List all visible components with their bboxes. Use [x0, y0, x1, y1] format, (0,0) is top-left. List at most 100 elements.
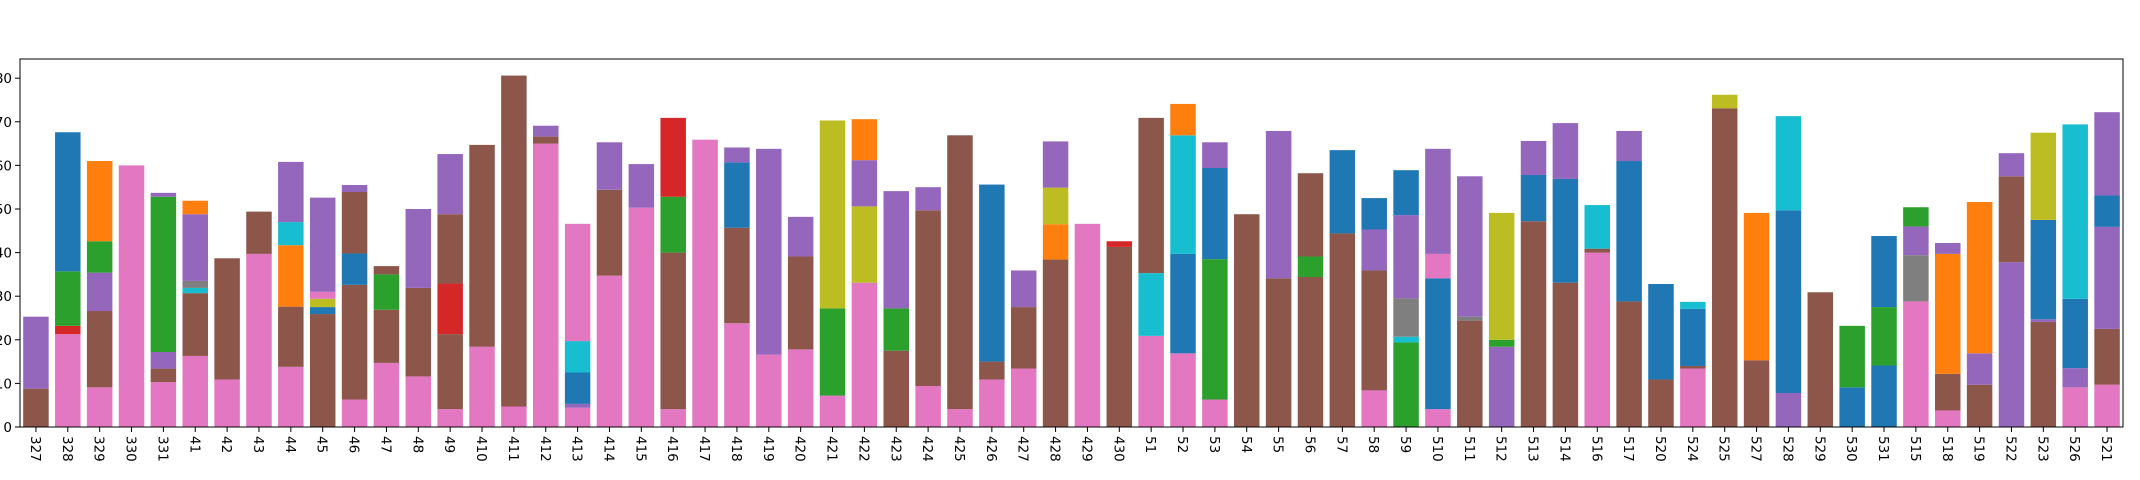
bar-segment: [1138, 117, 1164, 274]
bar-segment: [309, 298, 336, 308]
y-tick-label: 50: [0, 202, 12, 218]
bar-segment: [2094, 195, 2120, 227]
bar-segment: [1711, 108, 1738, 427]
bar-segment: [1903, 255, 1929, 302]
bar-segment: [341, 284, 368, 400]
bar-segment: [915, 386, 941, 427]
bar-segment: [660, 196, 686, 253]
bar-segment: [1393, 215, 1419, 299]
x-tick-label: 429: [1078, 436, 1094, 462]
x-tick-label: 46: [346, 436, 362, 453]
x-tick-label: 55: [1270, 436, 1286, 453]
bar-segment: [341, 191, 368, 254]
bar-segment: [214, 258, 240, 380]
bar-segment: [1871, 236, 1897, 308]
bar-segment: [86, 387, 113, 427]
bar-segment: [341, 399, 368, 427]
x-tick-label: 411: [505, 436, 521, 462]
x-tick-label: 330: [123, 436, 139, 462]
bar-segment: [1425, 409, 1451, 427]
x-tick-label: 329: [91, 436, 107, 462]
bar-segment: [1297, 277, 1324, 427]
bar-segment: [1775, 116, 1802, 211]
y-tick-label: 70: [0, 115, 12, 131]
x-tick-label: 49: [441, 436, 457, 453]
bar-segment: [1170, 253, 1196, 354]
bar-segment: [1329, 233, 1356, 427]
bar-segment: [1425, 278, 1451, 410]
bar-segment: [214, 379, 240, 427]
x-tick-label: 521: [2098, 436, 2114, 462]
bar-segment: [182, 200, 208, 215]
bar-segment: [1552, 123, 1579, 179]
x-tick-label: 417: [696, 436, 712, 462]
bar-segment: [1552, 282, 1579, 427]
bar-segment: [1361, 390, 1387, 427]
x-tick-label: 44: [282, 436, 298, 453]
bar-segment: [1170, 103, 1196, 136]
bar-segment: [150, 352, 177, 369]
bar-segment: [1520, 221, 1547, 427]
bar-segment: [883, 350, 909, 427]
x-tick-label: 523: [2034, 436, 2050, 462]
bar-segment: [86, 272, 113, 312]
x-tick-label: 56: [1301, 436, 1317, 453]
bar-segment: [118, 165, 145, 428]
x-tick-label: 526: [2066, 436, 2082, 462]
bar-segment: [1871, 365, 1897, 427]
bar-segment: [309, 291, 336, 299]
bar-segment: [1138, 273, 1164, 336]
bar-segment: [246, 211, 272, 254]
y-tick-label: 30: [0, 289, 12, 305]
bar-segment: [1393, 336, 1419, 343]
bar-segment: [437, 214, 463, 284]
x-tick-label: 428: [1047, 436, 1063, 462]
x-tick-label: 331: [154, 436, 170, 462]
x-tick-label: 327: [27, 436, 43, 462]
x-tick-label: 530: [1843, 436, 1859, 462]
bar-segment: [1202, 399, 1228, 427]
bar-segment: [309, 197, 336, 292]
bar-segment: [278, 161, 304, 223]
bar-segment: [1265, 278, 1292, 427]
bar-segment: [1042, 259, 1069, 427]
x-tick-label: 430: [1110, 436, 1126, 462]
bar-segment: [23, 316, 49, 389]
bar-segment: [1807, 292, 1834, 427]
x-tick-label: 513: [1525, 436, 1541, 462]
bar-segment: [405, 208, 432, 288]
bar-segment: [2030, 132, 2057, 220]
bar-segment: [23, 388, 49, 427]
bar-segment: [182, 293, 208, 356]
x-tick-label: 510: [1429, 436, 1445, 462]
bar-segment: [1998, 176, 2025, 263]
bar-segment: [851, 206, 878, 283]
bar-segment: [2094, 328, 2120, 385]
bar-segment: [182, 355, 208, 427]
bar-segment: [1680, 368, 1706, 427]
bar-segment: [564, 341, 591, 373]
bar-segment: [150, 382, 177, 427]
bar-segment: [1998, 153, 2025, 177]
bar-segment: [1361, 198, 1387, 230]
bar-segment: [1202, 142, 1228, 169]
bar-segment: [2094, 226, 2120, 329]
bar-segment: [1457, 316, 1483, 321]
y-tick-label: 80: [0, 71, 12, 87]
x-tick-label: 517: [1620, 436, 1636, 462]
bar-segment: [1106, 246, 1133, 427]
bar-segment: [1839, 325, 1865, 388]
y-tick-label: 10: [0, 376, 12, 392]
bar-segment: [596, 275, 623, 427]
bar-segment: [182, 280, 208, 288]
bar-segment: [1966, 202, 1993, 354]
x-tick-label: 514: [1556, 436, 1572, 462]
x-tick-label: 43: [250, 436, 266, 453]
bar-segment: [1361, 270, 1387, 391]
bar-segment: [1202, 259, 1228, 400]
bar-segment: [405, 376, 432, 427]
bar-segment: [1457, 176, 1483, 317]
x-tick-label: 415: [632, 436, 648, 462]
bar-segment: [2062, 124, 2088, 299]
bar-segment: [437, 154, 463, 215]
